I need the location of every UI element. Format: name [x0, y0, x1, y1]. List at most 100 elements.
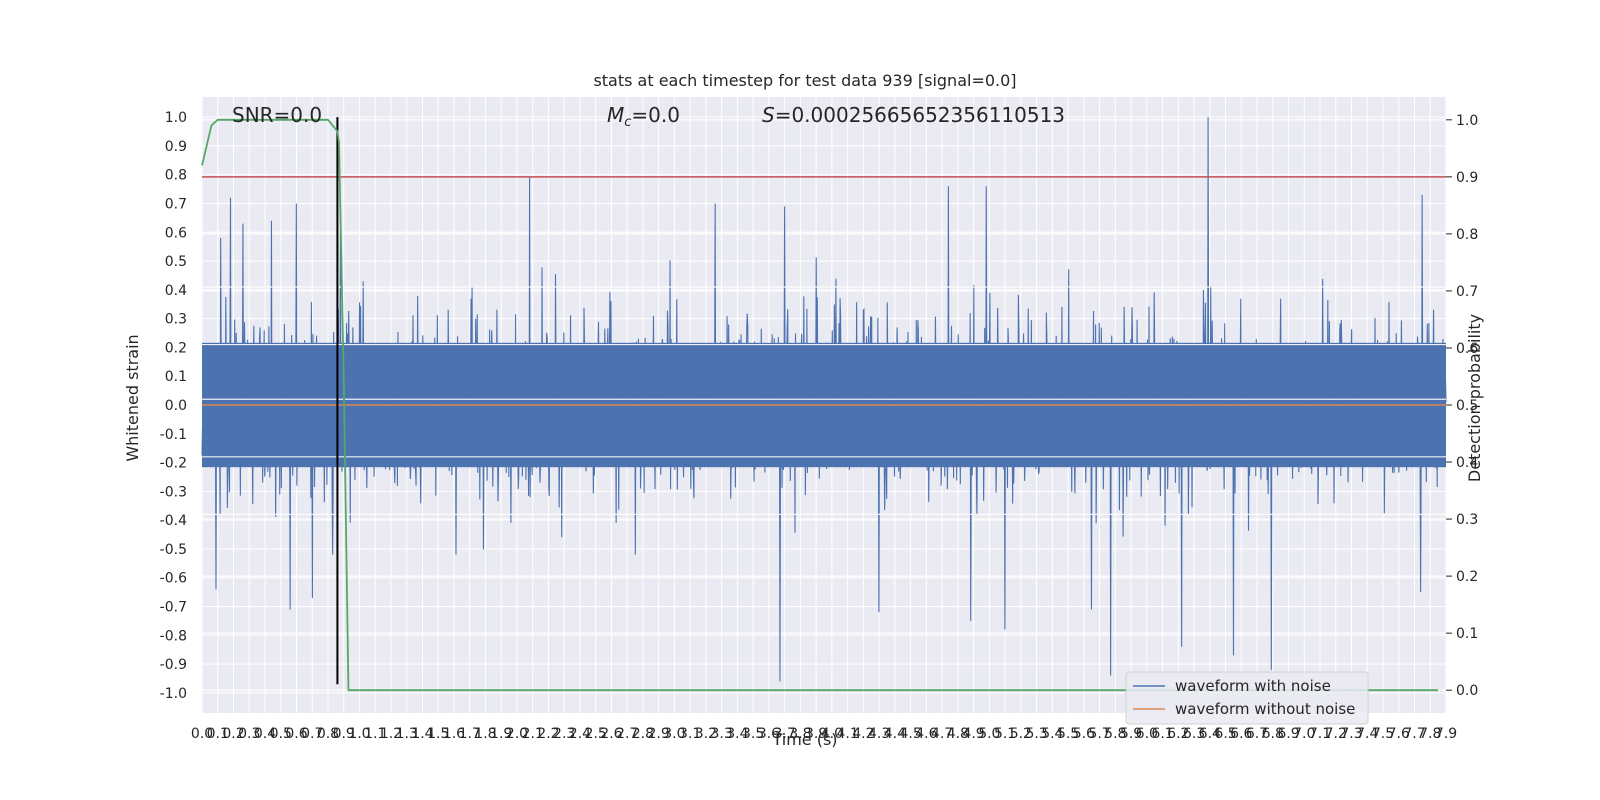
x-tick-label: 6.5 — [1214, 726, 1236, 742]
y2-tick-label: 0.7 — [1456, 284, 1478, 300]
x-tick-label: 4.2 — [852, 726, 874, 742]
x-tick-label: 4.3 — [868, 726, 890, 742]
y-tick-label: 0.1 — [165, 369, 187, 385]
x-tick-label: 6.3 — [1183, 726, 1205, 742]
x-tick-label: 1.3 — [396, 726, 418, 742]
x-tick-label: 4.6 — [915, 726, 937, 742]
detection-probability-line — [201, 118, 1439, 692]
x-tick-label: 1.1 — [364, 726, 386, 742]
mc-symbol: M — [607, 103, 624, 127]
y-tick-label: 0.0 — [165, 398, 187, 414]
x-tick-label: 0.9 — [333, 726, 355, 742]
x-tick-label: 4.8 — [947, 726, 969, 742]
x-axis-label: Time (s) — [771, 730, 837, 749]
x-tick-label: 1.9 — [490, 726, 512, 742]
y2-tick-label: 0.1 — [1456, 626, 1478, 642]
y-tick-label: -0.6 — [160, 571, 187, 587]
x-tick-label: 1.8 — [474, 726, 496, 742]
x-tick-label: 3.6 — [758, 726, 780, 742]
y-tick-label: 0.7 — [165, 197, 187, 213]
x-tick-label: 4.5 — [899, 726, 921, 742]
y-tick-label: -0.9 — [160, 657, 187, 673]
s-value: =0.00025665652356110513 — [775, 103, 1065, 127]
x-tick-label: 1.4 — [411, 726, 433, 742]
x-tick-label: 2.6 — [600, 726, 622, 742]
y2-tick-label: 0.4 — [1456, 455, 1478, 471]
x-tick-label: 1.7 — [459, 726, 481, 742]
x-tick-label: 6.1 — [1151, 726, 1173, 742]
x-tick-label: 2.9 — [648, 726, 670, 742]
x-tick-label: 0.4 — [254, 726, 276, 742]
y2-tick-label: 0.3 — [1456, 512, 1478, 528]
x-tick-label: 4.9 — [962, 726, 984, 742]
y-tick-label: -0.5 — [160, 542, 187, 558]
mc-value: =0.0 — [631, 103, 680, 127]
x-ticks: 0.00.10.20.30.40.50.60.70.80.91.01.11.21… — [191, 726, 1457, 742]
x-tick-label: 5.3 — [1025, 726, 1047, 742]
x-tick-label: 5.4 — [1041, 726, 1063, 742]
x-tick-label: 2.3 — [553, 726, 575, 742]
x-tick-label: 6.4 — [1199, 726, 1221, 742]
y2-tick-label: 0.0 — [1456, 683, 1478, 699]
y2-tick-label: 0.5 — [1456, 398, 1478, 414]
y2-tick-label: 0.9 — [1456, 170, 1478, 186]
x-tick-label: 3.7 — [774, 726, 796, 742]
x-tick-label: 5.2 — [1010, 726, 1032, 742]
x-tick-label: 2.7 — [616, 726, 638, 742]
y-tick-label: 0.3 — [165, 312, 187, 328]
x-tick-label: 0.8 — [317, 726, 339, 742]
x-tick-label: 7.3 — [1340, 726, 1362, 742]
x-tick-label: 1.5 — [427, 726, 449, 742]
x-tick-label: 2.4 — [569, 726, 591, 742]
x-tick-label: 7.9 — [1435, 726, 1457, 742]
x-tick-label: 6.0 — [1136, 726, 1158, 742]
x-tick-label: 5.1 — [994, 726, 1016, 742]
y-tick-label: -0.1 — [160, 427, 187, 443]
y-tick-label: -0.4 — [160, 513, 187, 529]
x-tick-label: 7.6 — [1388, 726, 1410, 742]
y-tick-label: 0.4 — [165, 283, 187, 299]
y-tick-label: -0.8 — [160, 628, 187, 644]
x-tick-label: 3.9 — [805, 726, 827, 742]
x-tick-label: 5.7 — [1088, 726, 1110, 742]
x-tick-label: 6.6 — [1230, 726, 1252, 742]
x-tick-label: 1.6 — [443, 726, 465, 742]
x-tick-label: 0.0 — [191, 726, 213, 742]
x-tick-label: 6.7 — [1246, 726, 1268, 742]
x-tick-label: 5.0 — [978, 726, 1000, 742]
x-tick-label: 5.9 — [1120, 726, 1142, 742]
x-tick-label: 4.0 — [821, 726, 843, 742]
y-tick-label: 0.2 — [165, 340, 187, 356]
x-tick-label: 2.5 — [585, 726, 607, 742]
x-tick-label: 1.2 — [380, 726, 402, 742]
y2-tick-label: 0.8 — [1456, 227, 1478, 243]
x-tick-label: 7.8 — [1419, 726, 1441, 742]
x-tick-label: 0.5 — [270, 726, 292, 742]
y-tick-label: 0.6 — [165, 225, 187, 241]
x-tick-label: 0.7 — [301, 726, 323, 742]
x-tick-label: 2.0 — [506, 726, 528, 742]
x-tick-label: 6.9 — [1277, 726, 1299, 742]
x-tick-label: 4.7 — [931, 726, 953, 742]
s-symbol: S — [762, 103, 775, 127]
x-tick-label: 1.0 — [348, 726, 370, 742]
waveform-with-noise-line — [201, 117, 1447, 682]
y-tick-label: 0.9 — [165, 139, 187, 155]
y-ticks: -1.0 -0.9 -0.8 -0.7 -0.6 -0.5 -0.4 -0.3 -0.2 -0.1… — [160, 110, 187, 702]
x-tick-label: 0.1 — [207, 726, 229, 742]
x-tick-label: 2.2 — [537, 726, 559, 742]
x-tick-label: 6.2 — [1167, 726, 1189, 742]
x-tick-label: 7.7 — [1403, 726, 1425, 742]
x-tick-label: 3.1 — [679, 726, 701, 742]
y-tick-label: -0.3 — [160, 484, 187, 500]
x-tick-label: 5.8 — [1104, 726, 1126, 742]
x-tick-label: 7.5 — [1372, 726, 1394, 742]
chirp-mass-annotation: Mc=0.0 — [607, 103, 680, 130]
y-tick-label: 0.8 — [165, 168, 187, 184]
x-tick-label: 3.8 — [789, 726, 811, 742]
legend-label-without-noise: waveform without noise — [1175, 700, 1355, 718]
y-tick-label: 1.0 — [165, 110, 187, 126]
x-tick-label: 5.5 — [1057, 726, 1079, 742]
x-tick-label: 7.2 — [1325, 726, 1347, 742]
